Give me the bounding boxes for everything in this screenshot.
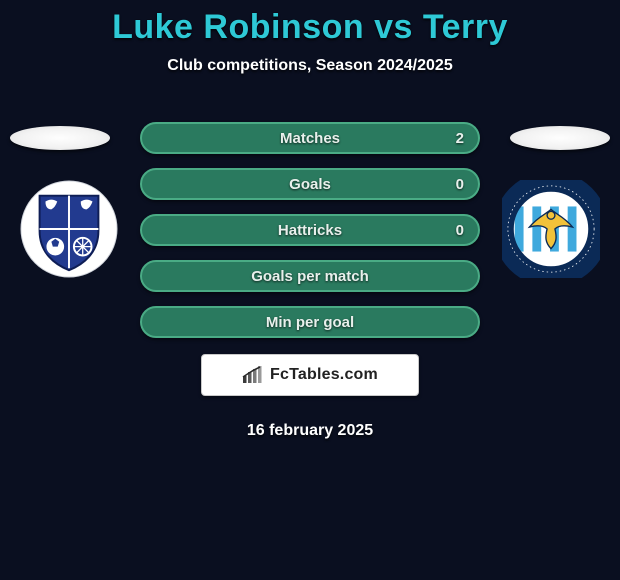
stat-label: Matches — [142, 124, 478, 152]
stat-row-min-per-goal: Min per goal — [140, 306, 480, 338]
player-left-avatar — [10, 126, 110, 150]
club-crest-left — [20, 180, 118, 278]
stat-label: Hattricks — [142, 216, 478, 244]
attribution-text: FcTables.com — [270, 366, 378, 384]
stat-right-value: 0 — [456, 216, 464, 244]
stat-row-hattricks: Hattricks 0 — [140, 214, 480, 246]
attribution-badge: FcTables.com — [201, 354, 419, 396]
subtitle: Club competitions, Season 2024/2025 — [0, 57, 620, 75]
stat-row-goals: Goals 0 — [140, 168, 480, 200]
stat-row-goals-per-match: Goals per match — [140, 260, 480, 292]
page-title: Luke Robinson vs Terry — [0, 0, 620, 47]
stat-right-value: 0 — [456, 170, 464, 198]
stat-right-value: 2 — [456, 124, 464, 152]
generated-date: 16 february 2025 — [0, 422, 620, 440]
club-crest-right — [502, 180, 600, 278]
bars-icon — [242, 366, 264, 384]
stat-label: Min per goal — [142, 308, 478, 336]
player-right-avatar — [510, 126, 610, 150]
stats-rows: Matches 2 Goals 0 Hattricks 0 Goals per … — [140, 122, 480, 338]
stat-row-matches: Matches 2 — [140, 122, 480, 154]
stat-label: Goals per match — [142, 262, 478, 290]
stat-label: Goals — [142, 170, 478, 198]
